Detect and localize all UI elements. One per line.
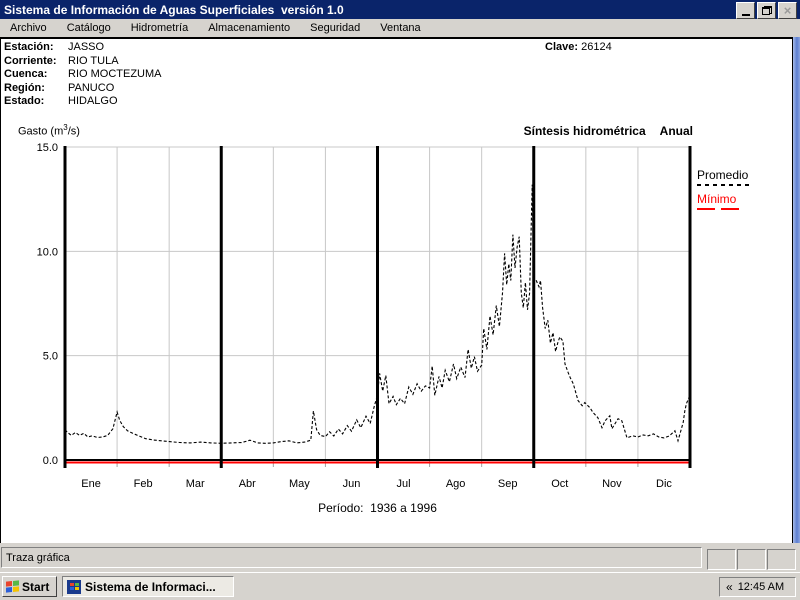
chart-legend: Promedio Mínimo [697, 168, 753, 216]
app-icon [67, 579, 81, 594]
minimize-icon [741, 13, 750, 16]
taskbar-app-label: Sistema de Informaci... [85, 579, 216, 594]
legend-promedio-line-sample [697, 184, 753, 186]
document-area [0, 37, 793, 544]
taskbar: Start Sistema de Informaci... « 12:45 AM [0, 572, 800, 600]
menu-catalogo[interactable]: Catálogo [66, 22, 111, 34]
start-label: Start [22, 579, 50, 594]
station-value: RIO TULA [68, 54, 119, 67]
station-info: Estación: JASSO Corriente: RIO TULA Cuenca… [4, 41, 162, 109]
chart-title-text: Síntesis hidrométrica [523, 124, 646, 138]
legend-promedio-label: Promedio [697, 168, 749, 182]
status-panel-2 [737, 549, 766, 570]
station-label: Cuenca: [4, 68, 48, 80]
windows-logo-icon [6, 580, 19, 593]
station-value: HIDALGO [68, 95, 118, 107]
legend-minimo: Mínimo [697, 192, 753, 210]
station-label: Corriente: [4, 54, 57, 67]
menu-almacenamiento[interactable]: Almacenamiento [208, 22, 291, 34]
status-panel-3 [767, 549, 796, 570]
y-axis-title: Gasto (m3/s) [18, 123, 80, 138]
menu-archivo[interactable]: Archivo [10, 22, 47, 34]
tray-clock: 12:45 AM [737, 581, 785, 593]
menu-ventana[interactable]: Ventana [380, 22, 421, 34]
station-label: Estación: [4, 41, 54, 53]
right-edge-strip [793, 37, 800, 543]
titlebar: Sistema de Información de Aguas Superfic… [0, 0, 800, 19]
status-message: Traza gráfica [1, 547, 702, 568]
tray-chevron-icon[interactable]: « [726, 580, 733, 594]
chart-mode-text: Anual [659, 124, 693, 138]
clave-label: Clave: [545, 41, 579, 53]
station-label: Estado: [4, 95, 45, 107]
station-value: JASSO [68, 41, 105, 53]
status-panel-1 [707, 549, 736, 570]
restore-icon [761, 6, 772, 15]
restore-button[interactable] [757, 2, 776, 19]
menubar: Archivo Catálogo Hidrometría Almacenamie… [0, 19, 800, 37]
start-button[interactable]: Start [2, 576, 57, 597]
legend-minimo-label: Mínimo [697, 192, 737, 206]
clave-field: Clave: 26124 [545, 41, 612, 53]
close-button[interactable]: × [778, 2, 797, 19]
station-row: Estado: HIDALGO [4, 95, 162, 109]
clave-value: 26124 [581, 41, 612, 53]
station-value: RIO MOCTEZUMA [68, 68, 162, 80]
period-label: Período: 1936 a 1996 [318, 501, 437, 515]
chart-title: Síntesis hidrométrica Anual [524, 124, 693, 138]
taskbar-app-button[interactable]: Sistema de Informaci... [62, 576, 234, 597]
station-row: Corriente: RIO TULA [4, 55, 162, 69]
window-controls: × [736, 2, 797, 19]
legend-promedio: Promedio [697, 168, 753, 186]
window-title: Sistema de Información de Aguas Superfic… [4, 2, 344, 17]
station-row: Región: PANUCO [4, 82, 162, 96]
station-row: Estación: JASSO [4, 41, 162, 55]
system-tray: « 12:45 AM [719, 577, 796, 597]
minimize-button[interactable] [736, 2, 755, 19]
legend-minimo-line-sample [697, 208, 743, 210]
menu-hidrometria[interactable]: Hidrometría [130, 22, 189, 34]
menu-seguridad[interactable]: Seguridad [310, 22, 361, 34]
station-row: Cuenca: RIO MOCTEZUMA [4, 68, 162, 82]
station-label: Región: [4, 81, 45, 94]
station-value: PANUCO [68, 81, 115, 94]
statusbar: Traza gráfica [0, 543, 800, 572]
close-icon: × [783, 3, 792, 18]
